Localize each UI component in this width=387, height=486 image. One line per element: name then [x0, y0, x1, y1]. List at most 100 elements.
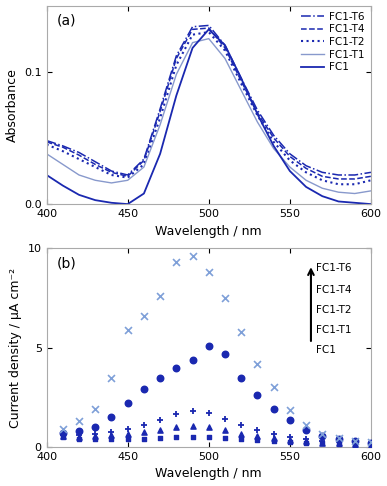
FC1-T4	[288, 154, 292, 159]
FC1-T1	[239, 87, 243, 93]
Point	[205, 342, 212, 349]
FC1-T1	[77, 172, 81, 178]
FC1-T1	[158, 122, 163, 128]
Point	[287, 436, 293, 444]
FC1-T6	[60, 143, 65, 149]
Point	[319, 439, 325, 447]
FC1-T6	[174, 53, 179, 59]
FC1-T6	[271, 132, 276, 138]
FC1-T2	[320, 177, 325, 183]
FC1-T1	[109, 180, 114, 186]
Point	[254, 436, 260, 444]
FC1-T6	[255, 107, 260, 113]
FC1-T6	[109, 168, 114, 174]
FC1-T2	[304, 170, 308, 175]
FC1	[255, 111, 260, 117]
FC1-T6	[353, 172, 357, 178]
Point	[205, 433, 212, 441]
Point	[287, 433, 293, 441]
Point	[238, 430, 244, 438]
FC1-T2	[77, 156, 81, 162]
X-axis label: Wavelength / nm: Wavelength / nm	[156, 468, 262, 481]
Point	[271, 434, 277, 442]
Point	[254, 392, 260, 399]
FC1-T2	[336, 181, 341, 187]
FC1	[353, 200, 357, 206]
FC1-T4	[320, 174, 325, 179]
FC1-T4	[255, 110, 260, 116]
FC1	[206, 26, 211, 32]
FC1-T2	[255, 112, 260, 118]
Point	[92, 423, 98, 431]
FC1-T2	[239, 81, 243, 87]
Line: FC1-T1: FC1-T1	[46, 39, 371, 193]
FC1-T1	[174, 71, 179, 77]
FC1-T6	[369, 170, 373, 175]
FC1-T2	[206, 29, 211, 35]
FC1-T2	[174, 62, 179, 68]
FC1	[320, 193, 325, 199]
FC1	[174, 93, 179, 99]
FC1-T1	[255, 119, 260, 125]
Point	[336, 440, 342, 448]
Point	[157, 426, 163, 434]
Point	[368, 441, 374, 449]
Point	[222, 294, 228, 302]
FC1	[190, 45, 195, 51]
Point	[319, 439, 325, 447]
Point	[303, 421, 309, 429]
Point	[222, 434, 228, 442]
Text: FC1-T2: FC1-T2	[316, 305, 351, 315]
Point	[352, 439, 358, 447]
Point	[222, 416, 228, 423]
Point	[319, 430, 325, 438]
FC1-T6	[142, 156, 146, 162]
Point	[254, 432, 260, 440]
Point	[190, 253, 196, 260]
FC1-T1	[60, 161, 65, 167]
Point	[222, 350, 228, 358]
FC1-T6	[336, 172, 341, 178]
FC1-T2	[271, 139, 276, 145]
Line: FC1: FC1	[46, 29, 371, 204]
Point	[76, 427, 82, 435]
FC1-T1	[223, 55, 227, 61]
FC1	[271, 143, 276, 149]
Line: FC1-T2: FC1-T2	[46, 32, 371, 184]
FC1-T1	[336, 189, 341, 195]
Point	[92, 430, 98, 438]
Point	[368, 439, 374, 447]
FC1-T4	[125, 174, 130, 179]
Point	[352, 441, 358, 449]
Point	[271, 430, 277, 438]
Point	[60, 425, 66, 433]
Point	[287, 406, 293, 414]
Line: FC1-T6: FC1-T6	[46, 25, 371, 175]
Point	[108, 435, 115, 443]
FC1-T6	[77, 150, 81, 156]
FC1-T2	[60, 148, 65, 154]
Point	[141, 312, 147, 320]
Point	[157, 292, 163, 300]
FC1-T2	[190, 32, 195, 37]
FC1-T4	[353, 176, 357, 182]
FC1	[77, 192, 81, 198]
FC1-T4	[223, 45, 227, 51]
Point	[125, 399, 131, 407]
Point	[368, 439, 374, 447]
Point	[173, 410, 180, 418]
FC1-T4	[369, 174, 373, 179]
Point	[60, 432, 66, 440]
FC1-T2	[109, 172, 114, 178]
FC1-T2	[369, 177, 373, 183]
Point	[238, 328, 244, 336]
Point	[141, 421, 147, 429]
Text: (b): (b)	[57, 257, 76, 270]
FC1-T4	[304, 165, 308, 171]
FC1-T2	[353, 181, 357, 187]
Text: FC1-T4: FC1-T4	[316, 285, 351, 295]
Text: FC1-T1: FC1-T1	[316, 325, 351, 335]
FC1-T6	[190, 24, 195, 30]
FC1-T6	[320, 170, 325, 175]
Point	[319, 437, 325, 445]
